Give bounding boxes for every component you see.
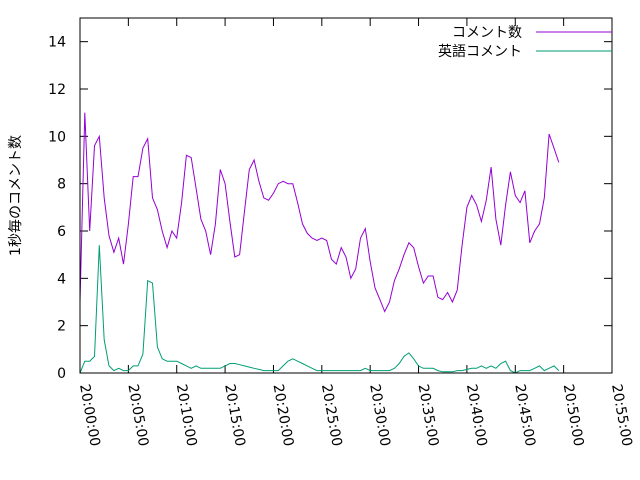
y-tick-label: 14 — [48, 35, 66, 51]
y-tick-label: 2 — [57, 319, 66, 335]
y-tick-label: 6 — [57, 224, 66, 240]
y-tick-label: 10 — [48, 129, 66, 145]
series-line-1 — [79, 112, 560, 313]
y-tick-label: 12 — [48, 82, 66, 98]
series-line-2 — [79, 245, 560, 374]
series-layer — [79, 112, 560, 374]
legend-label: 英語コメント — [438, 43, 522, 60]
legend-label: コメント数 — [452, 25, 522, 41]
y-axis-label: 1秒毎のコメント数 — [8, 135, 24, 256]
y-tick-label: 0 — [57, 366, 66, 382]
y-tick-label: 8 — [57, 177, 66, 193]
plot-frame — [79, 17, 613, 374]
y-tick-label: 4 — [57, 271, 66, 287]
